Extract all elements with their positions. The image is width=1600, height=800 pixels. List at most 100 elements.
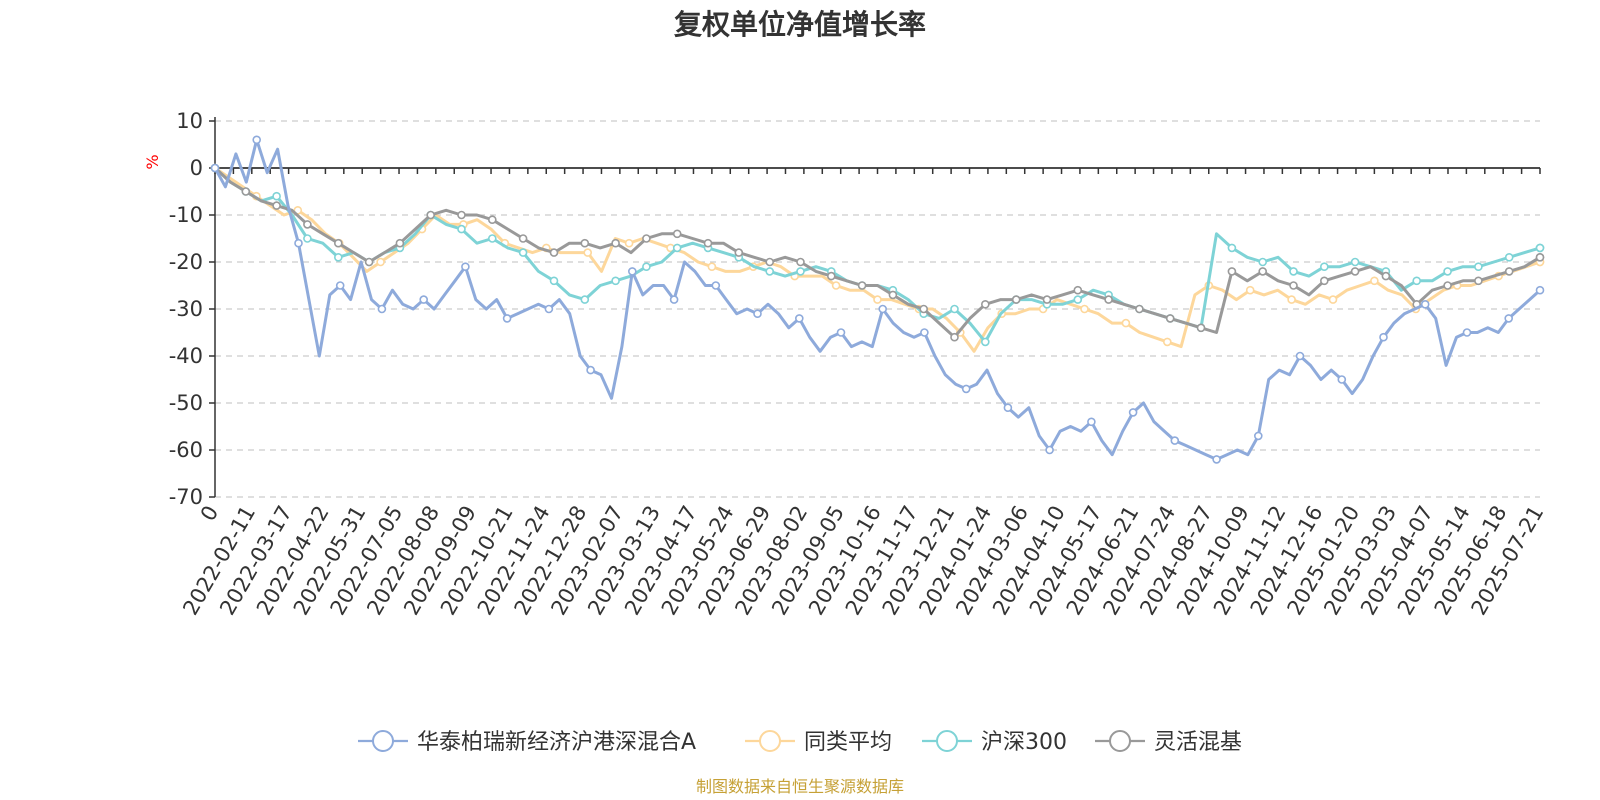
series-0 bbox=[210, 135, 1545, 464]
data-point bbox=[627, 267, 637, 276]
data-point bbox=[549, 248, 559, 257]
data-point bbox=[544, 304, 554, 314]
data-point bbox=[1474, 276, 1483, 286]
x-axis: 02022-02-112022-03-172022-04-222022-05-3… bbox=[178, 167, 1548, 619]
data-point bbox=[335, 281, 345, 290]
legend-label: 灵活混基 bbox=[1154, 730, 1242, 755]
data-point bbox=[426, 210, 436, 220]
data-point bbox=[1381, 271, 1391, 281]
data-point bbox=[1045, 445, 1054, 455]
data-point bbox=[642, 234, 651, 243]
data-point bbox=[1443, 281, 1452, 290]
y-tick-label: -70 bbox=[169, 485, 203, 509]
series-2 bbox=[210, 163, 1545, 347]
legend-marker bbox=[1109, 730, 1131, 752]
data-point bbox=[1245, 285, 1255, 295]
y-axis: 10 0 -10 -20 -30 -40 -50 -60 -70 bbox=[169, 109, 216, 509]
data-point bbox=[1073, 285, 1083, 295]
data-point bbox=[303, 234, 312, 243]
legend-marker bbox=[936, 730, 958, 752]
data-point bbox=[1212, 455, 1221, 464]
data-point bbox=[1227, 267, 1237, 276]
y-tick-label: -60 bbox=[169, 438, 203, 462]
data-point bbox=[1258, 257, 1267, 267]
data-point bbox=[961, 384, 971, 394]
data-point bbox=[419, 295, 429, 304]
data-point bbox=[457, 210, 466, 220]
data-point bbox=[669, 295, 679, 304]
data-point bbox=[642, 262, 651, 272]
data-point bbox=[303, 220, 312, 229]
data-point bbox=[796, 267, 805, 276]
data-point bbox=[376, 257, 385, 267]
data-point bbox=[765, 257, 775, 267]
legend-item[interactable]: 沪深300 bbox=[922, 730, 1067, 755]
data-point bbox=[1350, 267, 1360, 276]
data-point bbox=[1320, 276, 1329, 286]
legend-item[interactable]: 灵活混基 bbox=[1095, 730, 1242, 755]
data-point bbox=[980, 337, 990, 347]
data-point bbox=[1042, 295, 1052, 304]
data-point bbox=[1227, 243, 1237, 253]
data-point bbox=[333, 252, 343, 262]
y-tick-label: -40 bbox=[169, 344, 203, 368]
data-point bbox=[1104, 295, 1113, 304]
series-line bbox=[213, 138, 1542, 461]
data-point bbox=[1328, 295, 1338, 304]
data-point bbox=[487, 215, 497, 224]
data-point bbox=[1370, 276, 1379, 286]
data-point bbox=[1535, 252, 1545, 262]
series-line bbox=[213, 166, 1541, 344]
data-point bbox=[549, 276, 559, 286]
data-point bbox=[888, 290, 898, 300]
data-point bbox=[836, 328, 846, 337]
data-point bbox=[461, 262, 470, 272]
series-lines bbox=[210, 135, 1545, 464]
y-axis-label: % bbox=[143, 154, 162, 169]
data-point bbox=[272, 201, 281, 210]
data-point bbox=[624, 238, 634, 248]
data-point bbox=[1420, 299, 1430, 309]
legend[interactable]: 华泰柏瑞新经济沪港深混合A 同类平均 沪深300 灵活混基 bbox=[358, 730, 1242, 755]
data-point bbox=[753, 309, 762, 319]
data-point bbox=[1412, 276, 1421, 286]
data-point bbox=[586, 365, 595, 375]
data-point bbox=[831, 281, 841, 290]
data-point bbox=[272, 191, 281, 201]
x-tick-label: 0 bbox=[196, 502, 223, 526]
legend-item[interactable]: 同类平均 bbox=[745, 730, 892, 755]
y-tick-label: -30 bbox=[169, 297, 203, 321]
data-point bbox=[920, 328, 929, 337]
data-point bbox=[1170, 436, 1180, 445]
data-point bbox=[502, 314, 512, 323]
series-3 bbox=[210, 163, 1545, 342]
data-point bbox=[1080, 304, 1089, 314]
data-point bbox=[252, 135, 262, 145]
data-point bbox=[1003, 403, 1013, 413]
data-point bbox=[377, 304, 387, 314]
data-point bbox=[980, 299, 990, 309]
legend-marker bbox=[759, 730, 781, 752]
data-point bbox=[1504, 252, 1514, 262]
data-point bbox=[734, 248, 744, 257]
data-point bbox=[707, 262, 717, 272]
data-point bbox=[950, 332, 959, 342]
data-point bbox=[1121, 318, 1131, 328]
legend-item[interactable]: 华泰柏瑞新经济沪港深混合A bbox=[358, 730, 696, 755]
data-point bbox=[210, 163, 220, 173]
data-point bbox=[1128, 408, 1138, 417]
data-point bbox=[672, 243, 682, 253]
data-point bbox=[1474, 262, 1483, 272]
data-point bbox=[878, 304, 888, 314]
data-point bbox=[711, 281, 721, 290]
data-point bbox=[1087, 417, 1096, 427]
data-point bbox=[873, 295, 882, 304]
legend-label: 沪深300 bbox=[981, 730, 1067, 755]
series-1 bbox=[210, 163, 1545, 353]
data-point bbox=[580, 238, 590, 248]
data-point bbox=[1535, 243, 1545, 253]
data-point bbox=[1289, 281, 1298, 290]
y-tick-label: -50 bbox=[169, 391, 203, 415]
y-tick-label: 10 bbox=[176, 109, 203, 133]
